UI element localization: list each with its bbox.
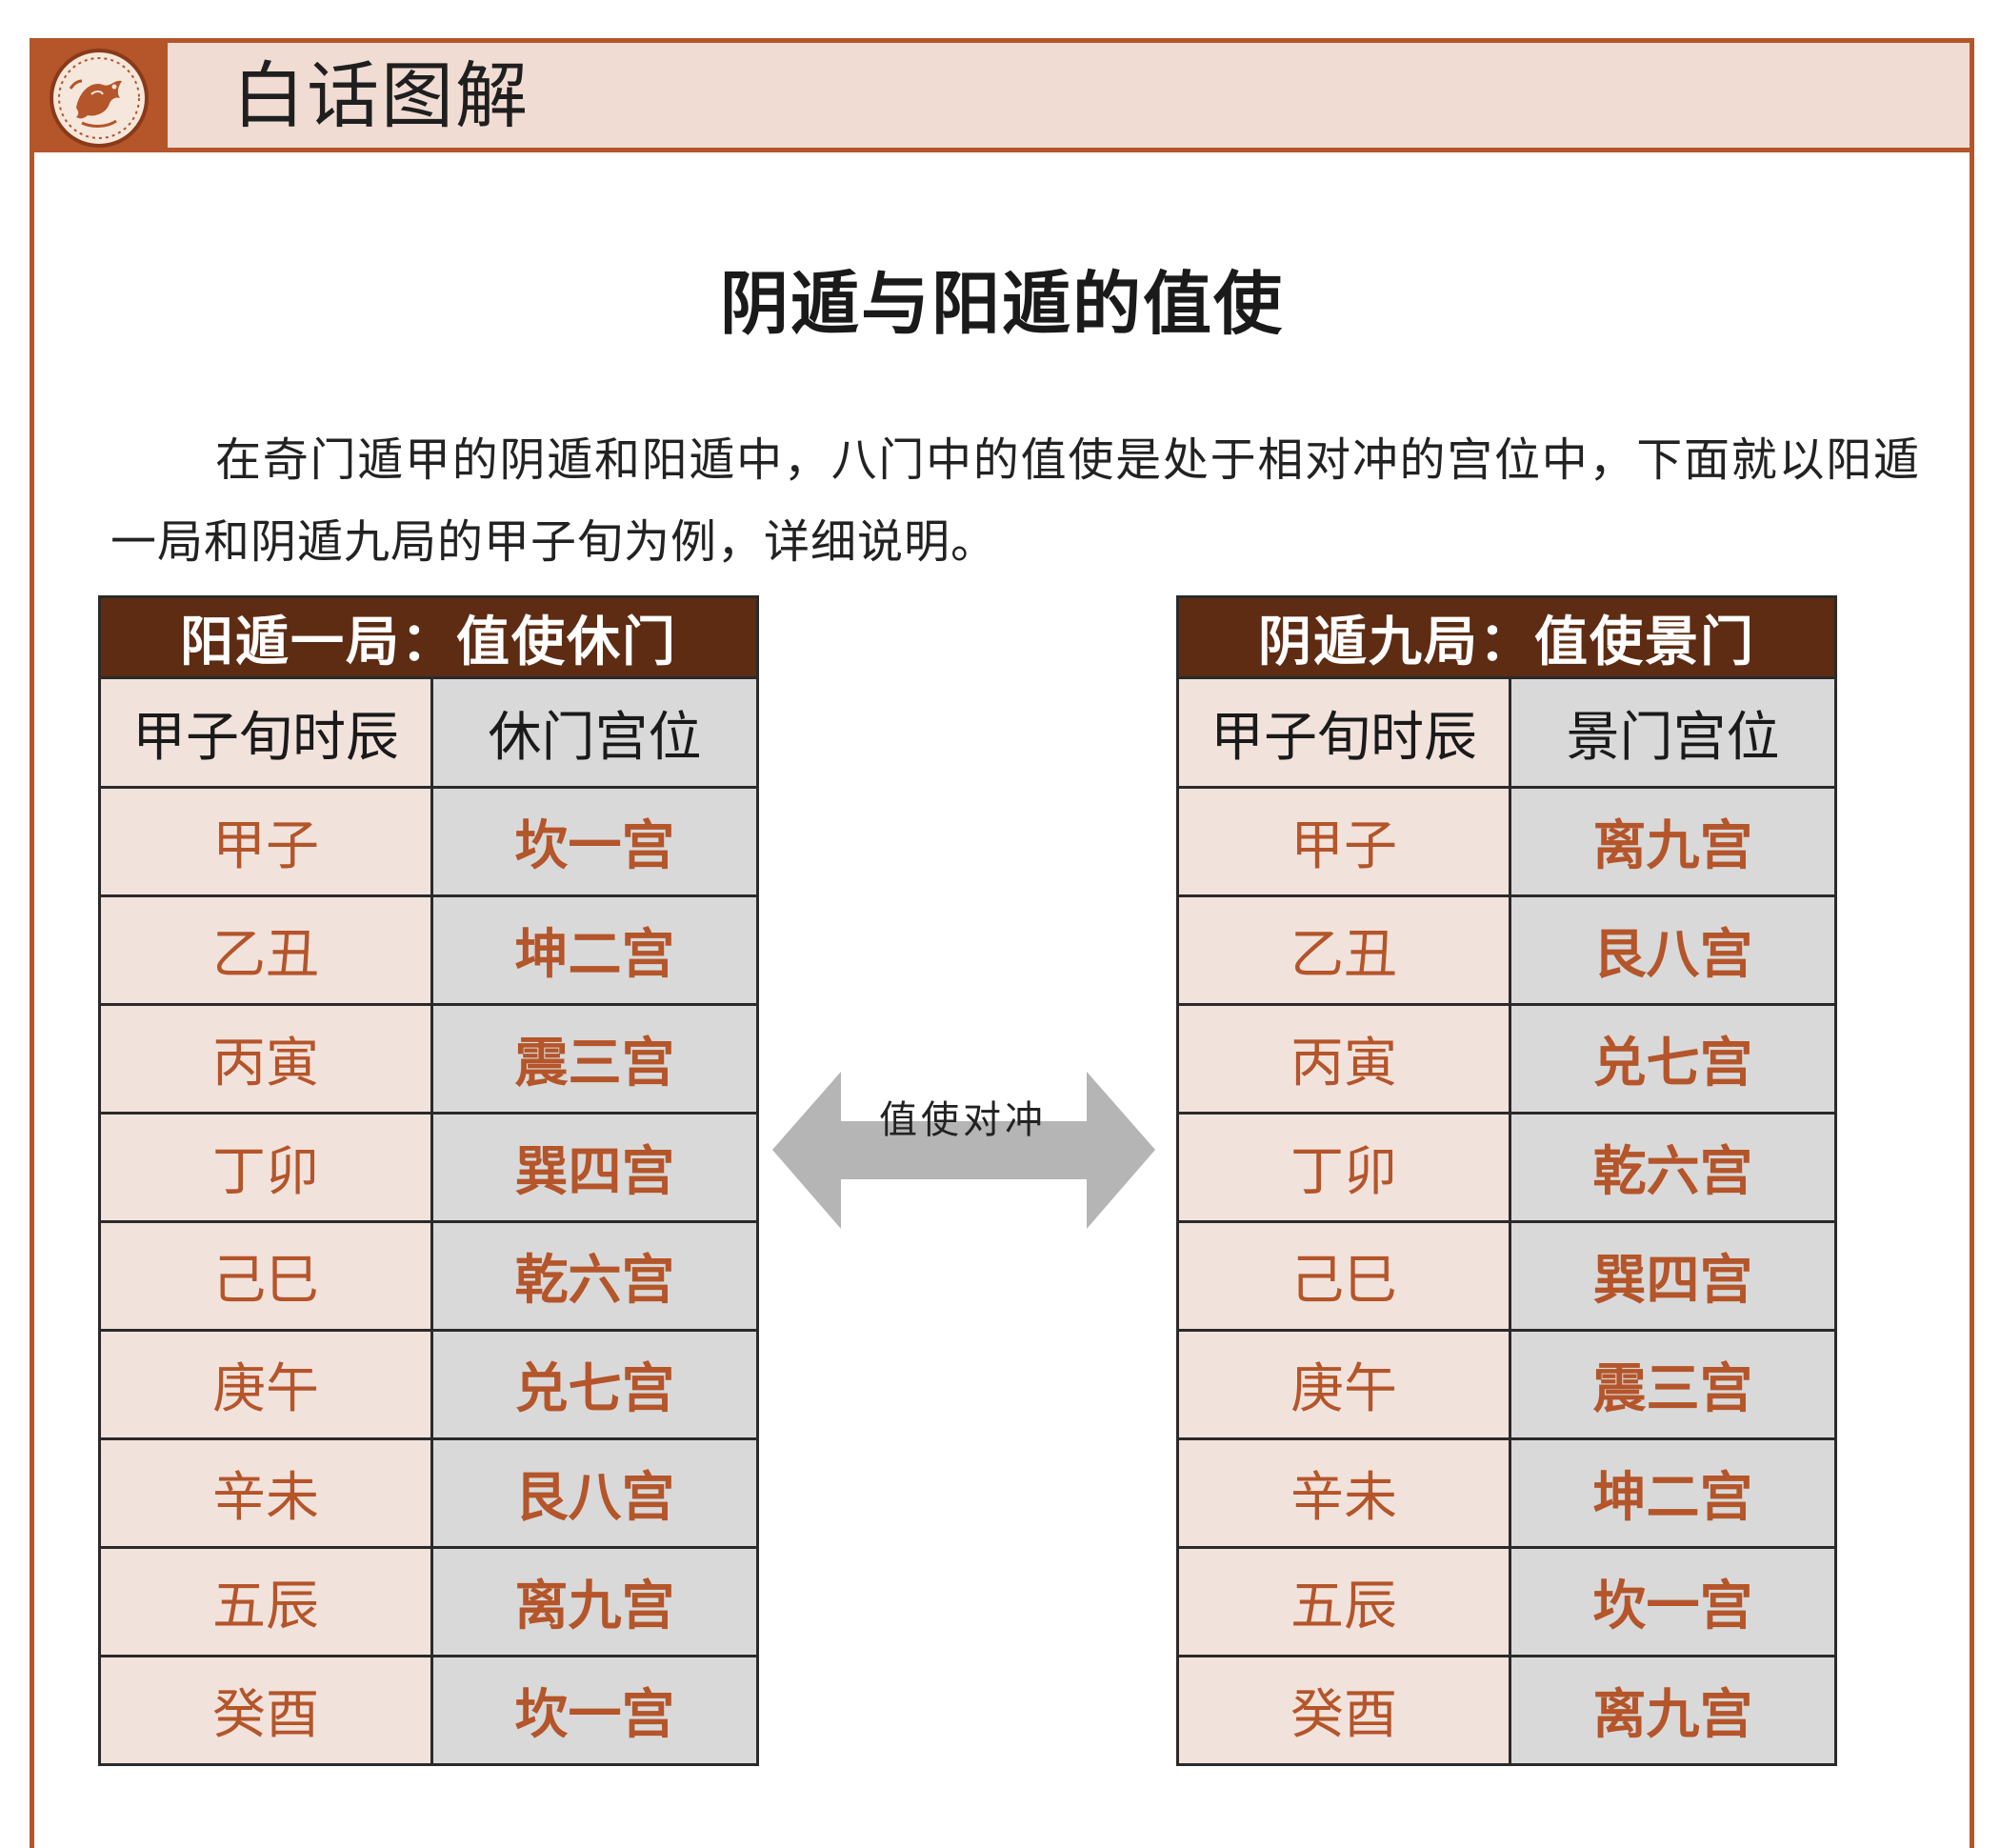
time-cell: 辛未 (1176, 1437, 1511, 1549)
header-bar: 白话图解 (34, 43, 1970, 152)
time-cell: 乙丑 (1176, 894, 1511, 1006)
time-cell: 乙丑 (98, 894, 433, 1006)
table-row: 丙寅 兑七宫 (1176, 1003, 1837, 1115)
time-cell: 丙寅 (98, 1003, 433, 1115)
table-row: 庚午 震三宫 (1176, 1329, 1837, 1440)
yin-dun-table: 阴遁九局：值使景门 甲子旬时辰 景门宫位 甲子 离九宫 乙丑 艮八宫 丙寅 兑七宫 丁… (1176, 595, 1837, 1766)
table-row: 甲子 离九宫 (1176, 786, 1837, 897)
time-cell: 癸酉 (1176, 1655, 1511, 1766)
palace-cell: 兑七宫 (430, 1329, 759, 1440)
dragon-medallion-icon (50, 49, 149, 148)
palace-cell: 离九宫 (430, 1546, 759, 1657)
intro-paragraph: 在奇门遁甲的阴遁和阳遁中，八门中的值使是处于相对冲的宫位中，下面就以阳遁一局和阴… (110, 433, 1920, 569)
palace-cell: 离九宫 (1509, 786, 1837, 897)
page-title: 阴遁与阳遁的值使 (719, 264, 1284, 344)
table-row: 己巳 巽四宫 (1176, 1220, 1837, 1332)
time-cell: 己巳 (98, 1220, 433, 1332)
time-cell: 庚午 (98, 1329, 433, 1440)
time-cell: 己巳 (1176, 1220, 1511, 1332)
table-row: 丁卯 巽四宫 (98, 1112, 759, 1223)
time-cell: 甲子 (98, 786, 433, 897)
table-row: 五辰 离九宫 (98, 1546, 759, 1657)
column-header-palace: 景门宫位 (1509, 676, 1837, 789)
arrow-label: 值使对冲 (879, 1098, 1047, 1142)
table-caption: 阳遁一局：值使休门 (98, 595, 759, 679)
palace-cell: 坤二宫 (430, 894, 759, 1006)
table-row: 癸酉 离九宫 (1176, 1655, 1837, 1766)
time-cell: 甲子 (1176, 786, 1511, 897)
table-row: 丙寅 震三宫 (98, 1003, 759, 1115)
palace-cell: 巽四宫 (430, 1112, 759, 1223)
page: 白话图解 阴遁与阳遁的值使 在奇门遁甲的阴遁和阳遁中，八门中的值使是处于相对冲的… (30, 38, 1974, 1848)
palace-cell: 乾六宫 (1509, 1112, 1837, 1223)
time-cell: 五辰 (1176, 1546, 1511, 1657)
palace-cell: 坎一宫 (430, 786, 759, 897)
double-arrow-icon (772, 1072, 1155, 1229)
table-row: 五辰 坎一宫 (1176, 1546, 1837, 1657)
palace-cell: 乾六宫 (430, 1220, 759, 1332)
palace-cell: 离九宫 (1509, 1655, 1837, 1766)
column-header-time: 甲子旬时辰 (1176, 676, 1511, 789)
palace-cell: 震三宫 (1509, 1329, 1837, 1440)
table-row: 辛未 艮八宫 (98, 1437, 759, 1549)
table-caption: 阴遁九局：值使景门 (1176, 595, 1837, 679)
table-row: 辛未 坤二宫 (1176, 1437, 1837, 1549)
palace-cell: 巽四宫 (1509, 1220, 1837, 1332)
palace-cell: 兑七宫 (1509, 1003, 1837, 1115)
palace-cell: 坎一宫 (430, 1655, 759, 1766)
table-row: 乙丑 坤二宫 (98, 894, 759, 1006)
time-cell: 五辰 (98, 1546, 433, 1657)
table-row: 乙丑 艮八宫 (1176, 894, 1837, 1006)
table-row: 庚午 兑七宫 (98, 1329, 759, 1440)
time-cell: 丁卯 (1176, 1112, 1511, 1223)
palace-cell: 坎一宫 (1509, 1546, 1837, 1657)
column-header-time: 甲子旬时辰 (98, 676, 433, 789)
palace-cell: 震三宫 (430, 1003, 759, 1115)
time-cell: 辛未 (98, 1437, 433, 1549)
time-cell: 丁卯 (98, 1112, 433, 1223)
table-row: 癸酉 坎一宫 (98, 1655, 759, 1766)
palace-cell: 坤二宫 (1509, 1437, 1837, 1549)
time-cell: 庚午 (1176, 1329, 1511, 1440)
header-title: 白话图解 (232, 53, 530, 138)
column-header-palace: 休门宫位 (430, 676, 759, 789)
table-row: 丁卯 乾六宫 (1176, 1112, 1837, 1223)
yang-dun-table: 阳遁一局：值使休门 甲子旬时辰 休门宫位 甲子 坎一宫 乙丑 坤二宫 丙寅 震三宫 丁… (98, 595, 759, 1766)
emblem-box (34, 43, 168, 148)
time-cell: 癸酉 (98, 1655, 433, 1766)
table-row: 己巳 乾六宫 (98, 1220, 759, 1332)
palace-cell: 艮八宫 (1509, 894, 1837, 1006)
time-cell: 丙寅 (1176, 1003, 1511, 1115)
table-row: 甲子 坎一宫 (98, 786, 759, 897)
palace-cell: 艮八宫 (430, 1437, 759, 1549)
